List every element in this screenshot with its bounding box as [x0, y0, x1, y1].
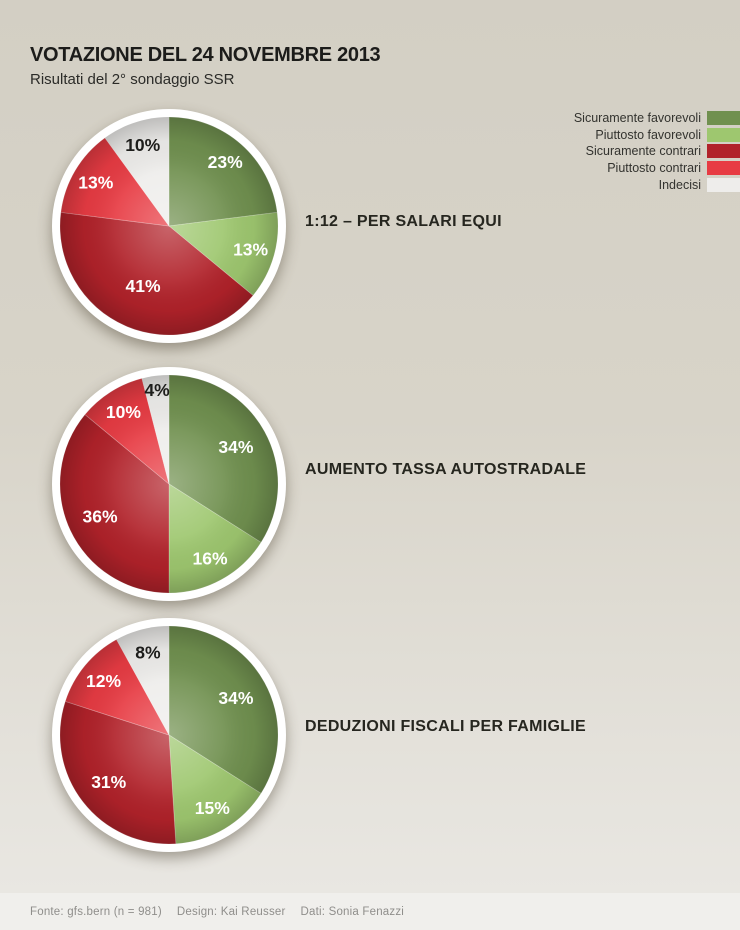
pie-chart-salari-equi: 23% 13% 41% 13% 10%	[49, 106, 289, 346]
legend-label: Indecisi	[658, 177, 701, 192]
legend-label: Piuttosto contrari	[607, 161, 701, 176]
legend-swatch-dark-red	[707, 144, 740, 159]
header: VOTAZIONE DEL 24 NOVEMBRE 2013 Risultati…	[30, 44, 381, 88]
page-subtitle: Risultati del 2° sondaggio SSR	[30, 71, 235, 88]
slice-label: 15%	[195, 798, 230, 818]
pie-chart-tassa-autostradale: 34% 16% 36% 10% 4%	[49, 364, 289, 604]
pie-title-tassa-autostradale: AUMENTO TASSA AUTOSTRADALE	[305, 461, 587, 478]
slice-label: 10%	[106, 402, 141, 422]
footer-data: Dati: Sonia Fenazzi	[300, 905, 405, 918]
legend-swatch-light-green	[707, 127, 740, 142]
legend-item-sicuramente-favorevoli: Sicuramente favorevoli	[574, 110, 740, 127]
slice-label: 4%	[144, 380, 170, 400]
pie-title-deduzioni-fiscali: DEDUZIONI FISCALI PER FAMIGLIE	[305, 718, 587, 735]
slice-label: 13%	[233, 240, 268, 260]
slice-label: 34%	[218, 437, 253, 457]
pie-chart-deduzioni-fiscali: 34% 15% 31% 12% 8%	[49, 615, 289, 855]
pie-title-salari-equi: 1:12 – PER SALARI EQUI	[305, 213, 502, 230]
slice-label: 16%	[192, 549, 227, 569]
legend-item-piuttosto-contrari: Piuttosto contrari	[574, 160, 740, 177]
pie-svg: 23% 13% 41% 13% 10%	[59, 116, 279, 336]
slice-label: 13%	[78, 173, 113, 193]
slice-label: 36%	[82, 507, 117, 527]
legend-item-piuttosto-favorevoli: Piuttosto favorevoli	[574, 127, 740, 144]
pie-svg: 34% 15% 31% 12% 8%	[59, 625, 279, 845]
legend: Sicuramente favorevoli Piuttosto favorev…	[574, 110, 740, 193]
slice-label: 23%	[208, 152, 243, 172]
slice-label: 8%	[135, 643, 161, 663]
legend-item-sicuramente-contrari: Sicuramente contrari	[574, 143, 740, 160]
legend-swatch-dark-green	[707, 111, 740, 126]
legend-swatch-bright-red	[707, 161, 740, 176]
slice-label: 31%	[91, 772, 126, 792]
pie-svg: 34% 16% 36% 10%4%	[59, 374, 279, 594]
slice-label: 34%	[218, 688, 253, 708]
footer-source: Fonte: gfs.bern (n = 981)	[30, 905, 162, 918]
footer-design: Design: Kai Reusser	[176, 905, 286, 918]
legend-label: Piuttosto favorevoli	[595, 127, 701, 142]
legend-item-indecisi: Indecisi	[574, 176, 740, 193]
slice-label: 10%	[125, 135, 160, 155]
page-title: VOTAZIONE DEL 24 NOVEMBRE 2013	[30, 44, 381, 66]
legend-swatch-gray	[707, 177, 740, 192]
slice-label: 41%	[125, 276, 160, 296]
footer: Fonte: gfs.bern (n = 981) Design: Kai Re…	[0, 893, 740, 930]
legend-label: Sicuramente favorevoli	[573, 111, 701, 126]
legend-label: Sicuramente contrari	[585, 144, 701, 159]
slice-label: 12%	[86, 671, 121, 691]
